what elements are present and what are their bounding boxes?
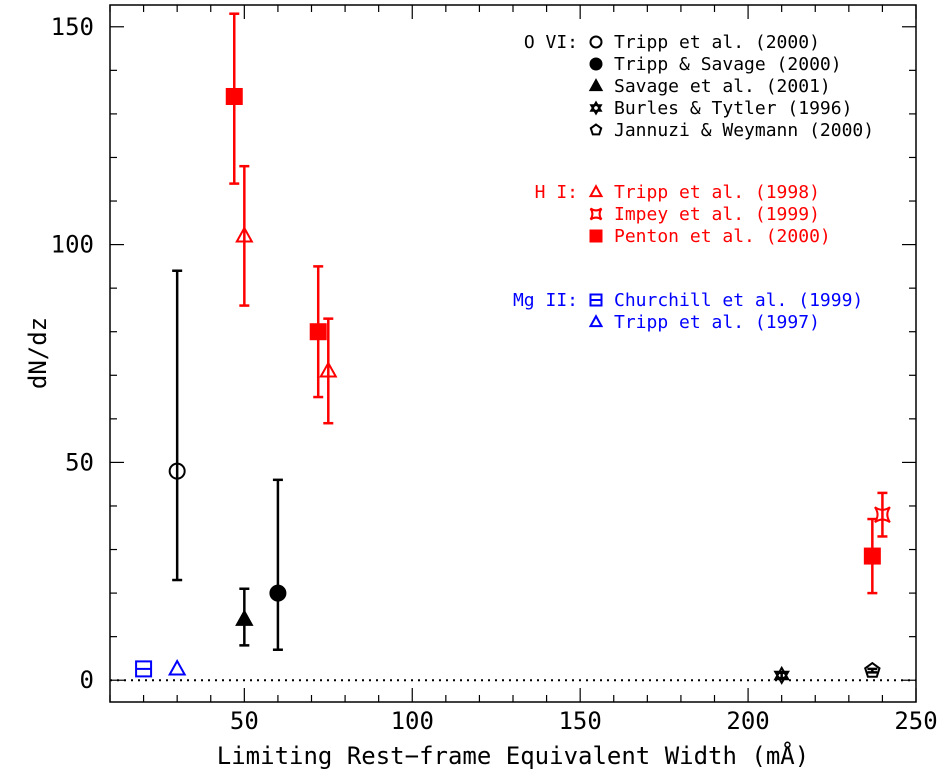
point-penton-et-al-2000 [225, 87, 243, 105]
point-savage-et-al-2001 [235, 609, 254, 626]
legend-marker [589, 229, 603, 243]
y-tick-label: 100 [51, 231, 94, 259]
legend: O VI: Tripp et al. (2000)Tripp & Savage (… [513, 32, 874, 333]
point-penton-et-al-2000 [309, 323, 327, 341]
x-tick-label: 150 [558, 707, 601, 735]
point-tripp-et-al-1998 [319, 360, 338, 378]
legend-marker-inner [589, 104, 603, 116]
legend-entry: Tripp & Savage (2000) [614, 54, 842, 75]
legend-entry: Jannuzi & Weymann (2000) [614, 120, 874, 141]
legend-marker [589, 57, 603, 71]
legend-marker [589, 35, 603, 49]
legend-marker [589, 207, 603, 221]
legend-entry: Impey et al. (1999) [614, 204, 820, 225]
legend-marker [588, 314, 604, 328]
legend-marker [588, 184, 604, 198]
legend-entry: Burles & Tytler (1996) [614, 98, 852, 119]
tick-labels: 50 100 150 200 250 0 50 100 150 [51, 13, 938, 735]
legend-entry: Tripp et al. (2000) [614, 32, 820, 53]
legend-marker [588, 78, 604, 92]
legend-group-label: O VI: [524, 32, 578, 53]
y-tick-label: 50 [65, 448, 94, 476]
x-tick-label: 250 [894, 707, 937, 735]
x-tick-label: 200 [726, 707, 769, 735]
legend-entry: Churchill et al. (1999) [614, 290, 863, 311]
point-burles-tytler-1996 [773, 665, 790, 681]
y-tick-label: 150 [51, 13, 94, 41]
point-tripp-et-al-1998 [235, 225, 254, 243]
point-penton-et-al-2000 [863, 547, 881, 565]
legend-entry: Savage et al. (2001) [614, 76, 831, 97]
y-tick-label: 0 [80, 666, 94, 694]
point-tripp-et-al-2000 [168, 462, 186, 480]
legend-entry: Tripp et al. (1998) [614, 182, 820, 203]
legend-group-label: H I: [535, 182, 578, 203]
legend-marker [589, 100, 603, 112]
data-marks [135, 12, 891, 685]
legend-entry: Penton et al. (2000) [614, 226, 831, 247]
point-tripp-savage-2000 [269, 584, 287, 602]
x-tick-label: 50 [230, 707, 259, 735]
tick-marks [109, 5, 917, 702]
y-axis-label: dN/dz [24, 317, 52, 389]
point-burles-tytler-1996-inner [773, 670, 790, 685]
legend-group-label: Mg II: [513, 290, 578, 311]
legend-marker [589, 123, 603, 136]
x-axis-label: Limiting Rest−frame Equivalent Width (mÅ… [217, 741, 809, 770]
legend-entry: Tripp et al. (1997) [614, 312, 820, 333]
point-jannuzi-weymann-2000 [864, 661, 881, 678]
point-tripp-et-al-1997 [167, 658, 187, 676]
x-tick-label: 100 [391, 707, 434, 735]
